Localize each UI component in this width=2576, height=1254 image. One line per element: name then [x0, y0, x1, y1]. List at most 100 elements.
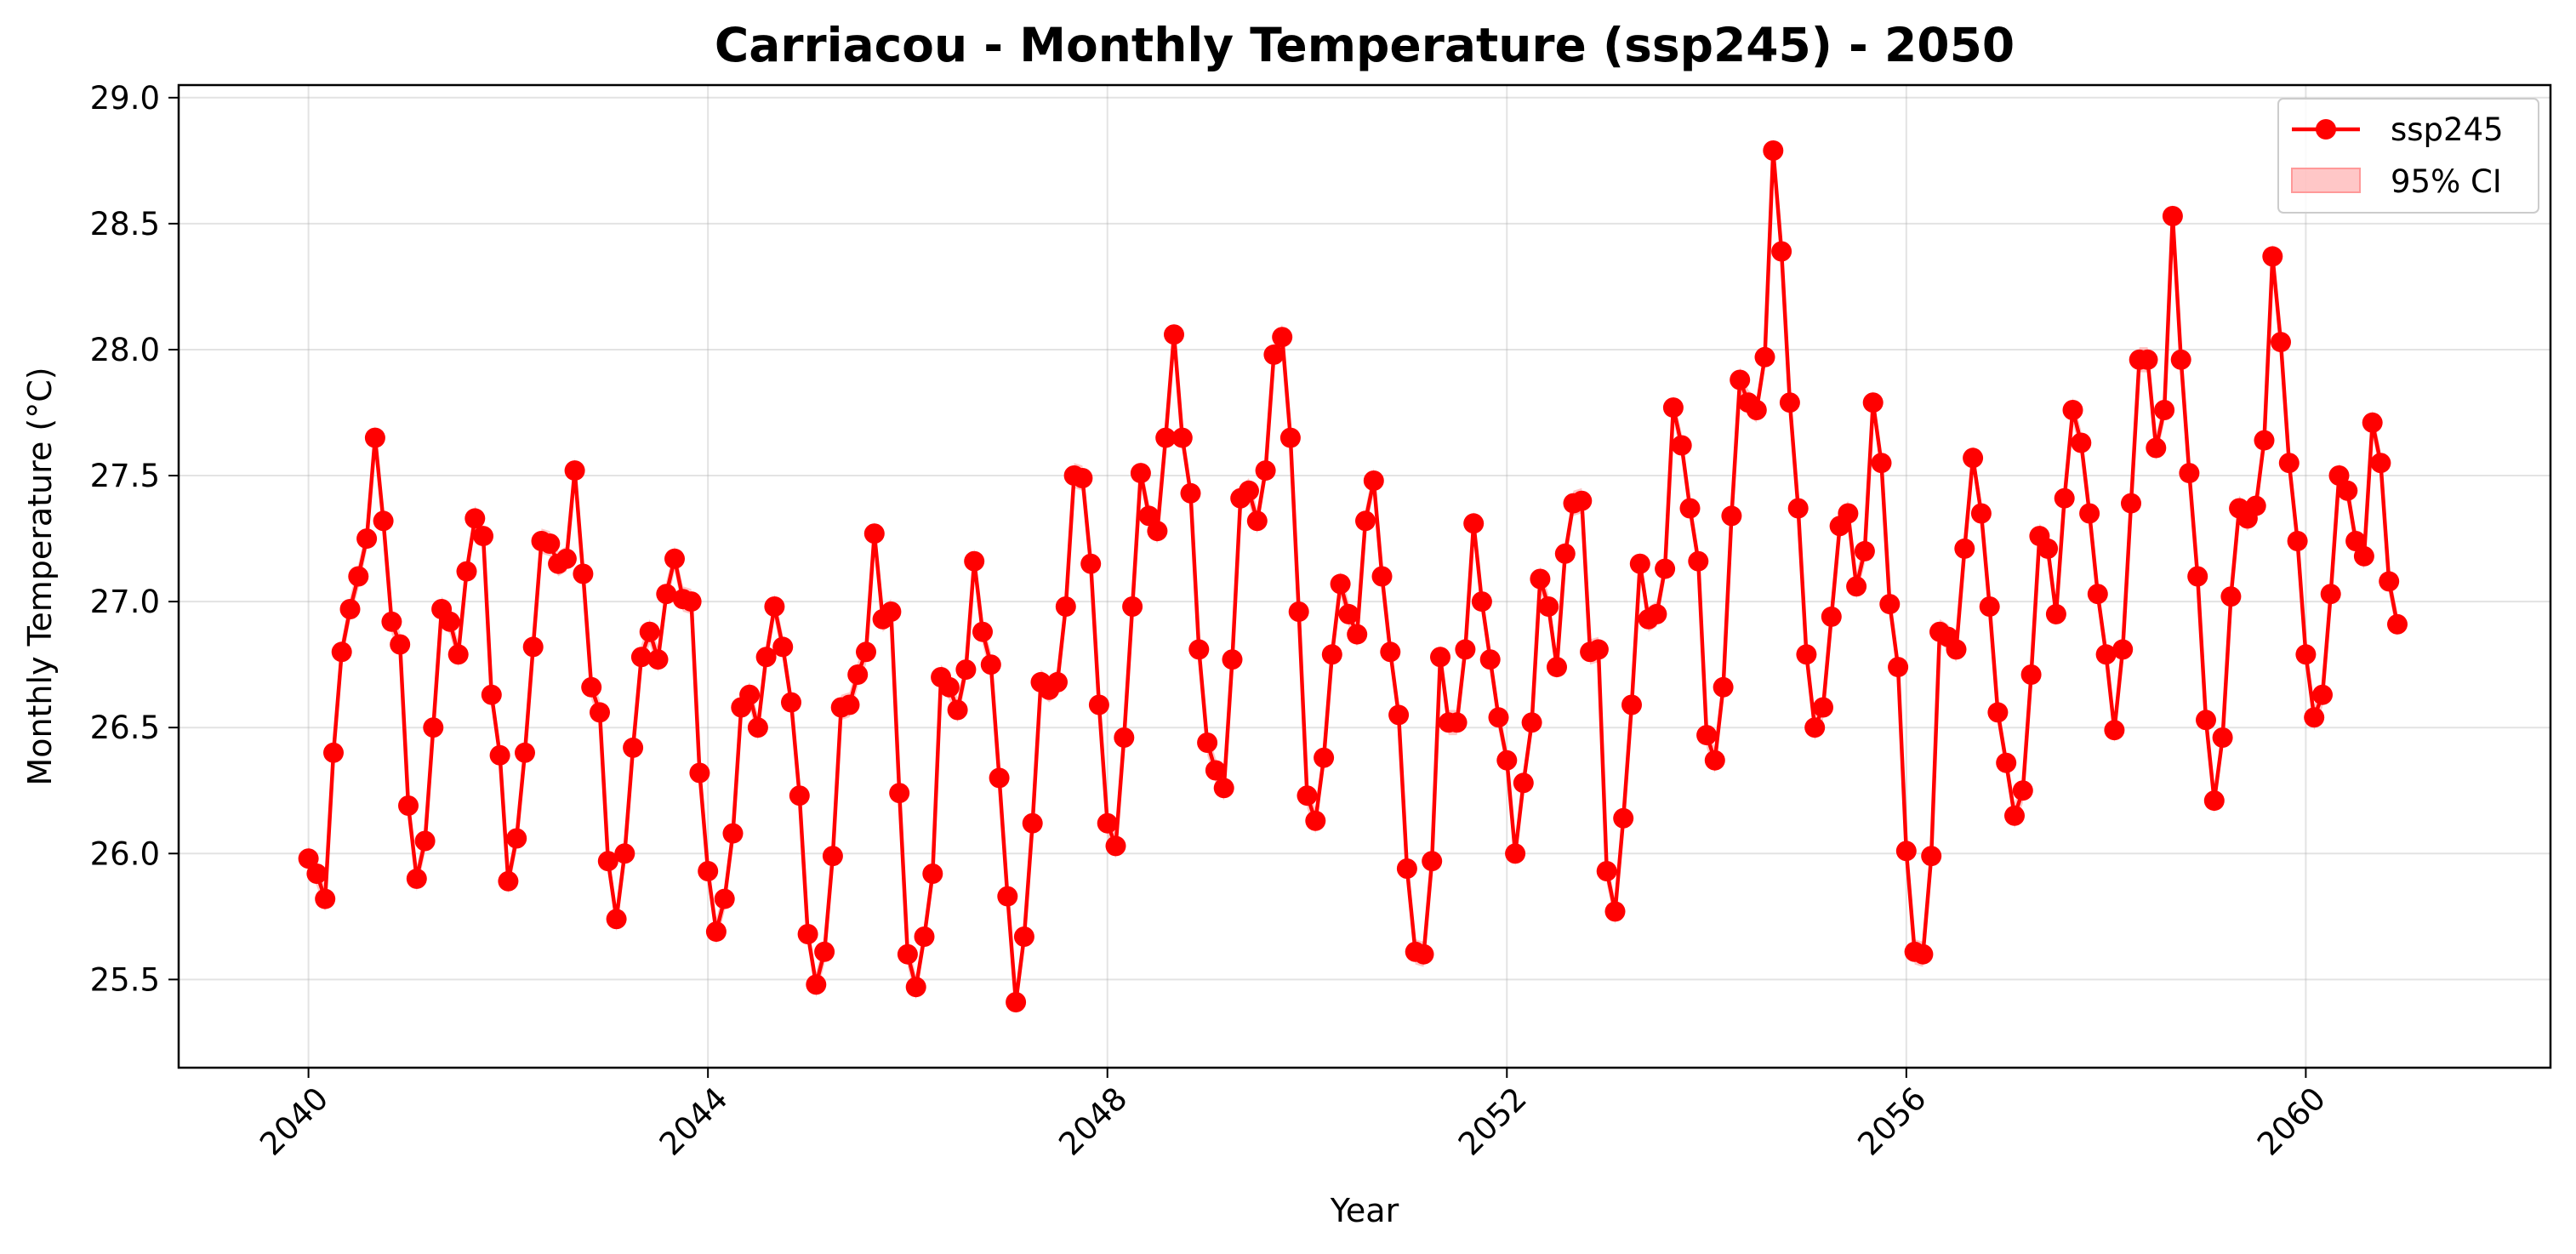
data-point: [1288, 601, 1309, 622]
data-point: [2203, 790, 2225, 812]
data-point: [1388, 704, 1410, 726]
data-point: [2271, 332, 2291, 353]
data-point: [1488, 707, 1509, 728]
legend-ssp245-marker: [2316, 119, 2336, 140]
data-point: [739, 684, 761, 705]
data-point: [1463, 513, 1485, 534]
data-point: [489, 744, 510, 766]
legend: ssp245 95% CI: [2277, 98, 2539, 214]
data-point: [323, 742, 344, 763]
data-point: [1422, 851, 1443, 872]
data-point: [1746, 400, 1767, 420]
data-point: [656, 584, 677, 605]
data-point: [1205, 760, 1226, 781]
data-point: [1297, 785, 1318, 807]
data-point: [1222, 649, 1243, 670]
y-tick-label: 25.5: [90, 961, 160, 998]
data-point: [2212, 727, 2233, 748]
data-point: [2104, 720, 2125, 741]
data-point: [1554, 543, 1576, 564]
data-point: [1838, 503, 1859, 524]
data-point: [1629, 553, 1650, 574]
y-tick-label: 27.5: [90, 458, 160, 494]
data-point: [1197, 732, 1218, 753]
data-point: [1380, 641, 1401, 663]
data-point: [980, 654, 1001, 675]
data-point: [1921, 846, 1942, 867]
data-point: [722, 823, 744, 844]
data-point: [705, 921, 727, 943]
data-point: [989, 767, 1010, 789]
y-tick-label: 27.0: [90, 584, 160, 620]
data-point: [863, 523, 885, 544]
data-point: [922, 864, 943, 884]
data-point: [1246, 510, 1268, 532]
data-point: [1314, 747, 1335, 768]
data-point: [1430, 647, 1450, 668]
data-point: [2196, 710, 2216, 731]
y-tick-label: 28.0: [90, 332, 160, 368]
data-point: [1846, 576, 1867, 597]
chart-title: Carriacou - Monthly Temperature (ssp245)…: [715, 18, 2015, 72]
data-point: [481, 684, 502, 705]
data-point: [822, 846, 843, 867]
data-point: [2012, 780, 2033, 801]
data-point: [1646, 603, 1667, 624]
data-point: [2071, 432, 2092, 453]
data-point: [1006, 992, 1027, 1012]
data-point: [2345, 531, 2367, 551]
data-point: [1072, 468, 1093, 488]
data-point: [2254, 430, 2275, 451]
data-point: [2278, 453, 2300, 474]
data-point: [590, 702, 610, 723]
data-point: [2137, 349, 2158, 370]
data-point: [498, 870, 519, 892]
data-point: [647, 649, 669, 670]
data-point: [373, 510, 394, 532]
data-point: [914, 926, 935, 947]
data-point: [398, 795, 419, 816]
data-point: [1147, 521, 1168, 542]
data-point: [1821, 606, 1842, 627]
data-point: [606, 909, 627, 930]
data-point: [1164, 324, 1184, 345]
data-point: [639, 621, 660, 642]
data-point: [1138, 505, 1160, 527]
data-point: [1188, 639, 1210, 660]
data-point: [972, 621, 993, 642]
data-point: [905, 977, 926, 998]
data-point: [938, 676, 960, 698]
data-point: [2370, 453, 2391, 474]
data-point: [1721, 505, 1742, 527]
data-point: [2004, 805, 2025, 826]
data-point: [2379, 571, 2400, 592]
data-point: [1155, 427, 1177, 448]
data-point: [1779, 392, 1800, 413]
data-point: [1213, 778, 1234, 799]
data-point: [2353, 545, 2374, 567]
data-point: [1621, 694, 1642, 715]
data-point: [1530, 568, 1551, 590]
data-point: [356, 528, 378, 550]
data-point: [1587, 639, 1609, 660]
data-point: [1987, 702, 2009, 723]
data-point: [1538, 596, 1559, 617]
data-point: [714, 888, 735, 909]
data-point: [1321, 644, 1342, 665]
data-point: [755, 647, 777, 668]
data-point: [1754, 346, 1775, 368]
data-point: [2262, 246, 2283, 267]
data-point: [2179, 463, 2200, 484]
grid-lines: [179, 85, 2550, 1068]
data-point: [881, 601, 902, 622]
data-point: [456, 561, 477, 582]
series-markers: [298, 140, 2408, 1012]
data-point: [315, 888, 336, 909]
data-point: [1013, 926, 1034, 947]
data-point: [2054, 487, 2075, 509]
data-point: [406, 868, 427, 889]
data-point: [1114, 727, 1135, 748]
data-point: [1879, 594, 1901, 615]
